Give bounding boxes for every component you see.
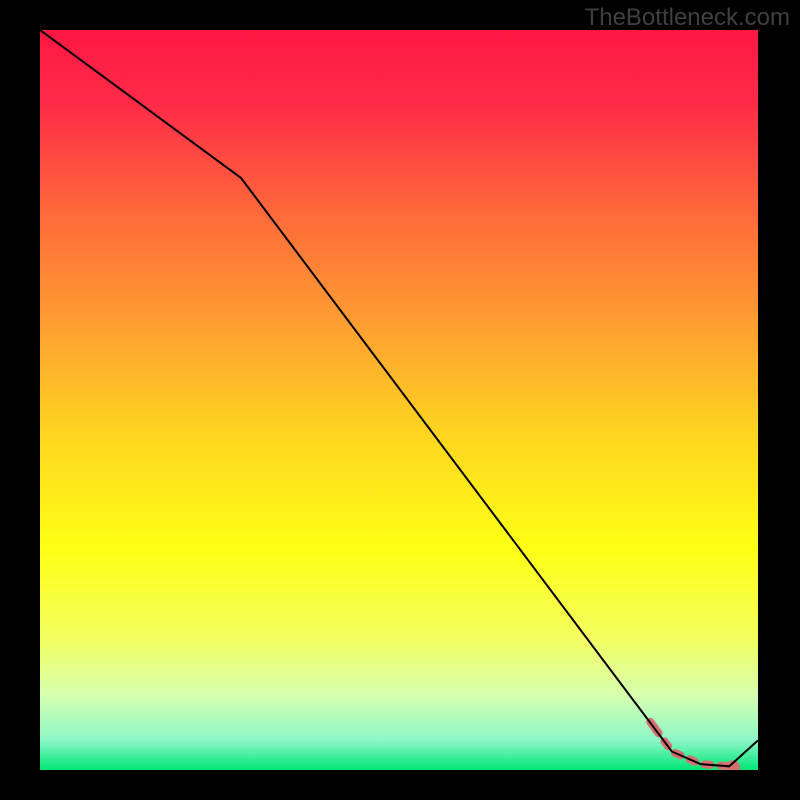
plot-area: [40, 30, 758, 770]
gradient-background: [40, 30, 758, 770]
watermark-text: TheBottleneck.com: [585, 4, 790, 32]
chart-canvas: TheBottleneck.com: [0, 0, 800, 800]
